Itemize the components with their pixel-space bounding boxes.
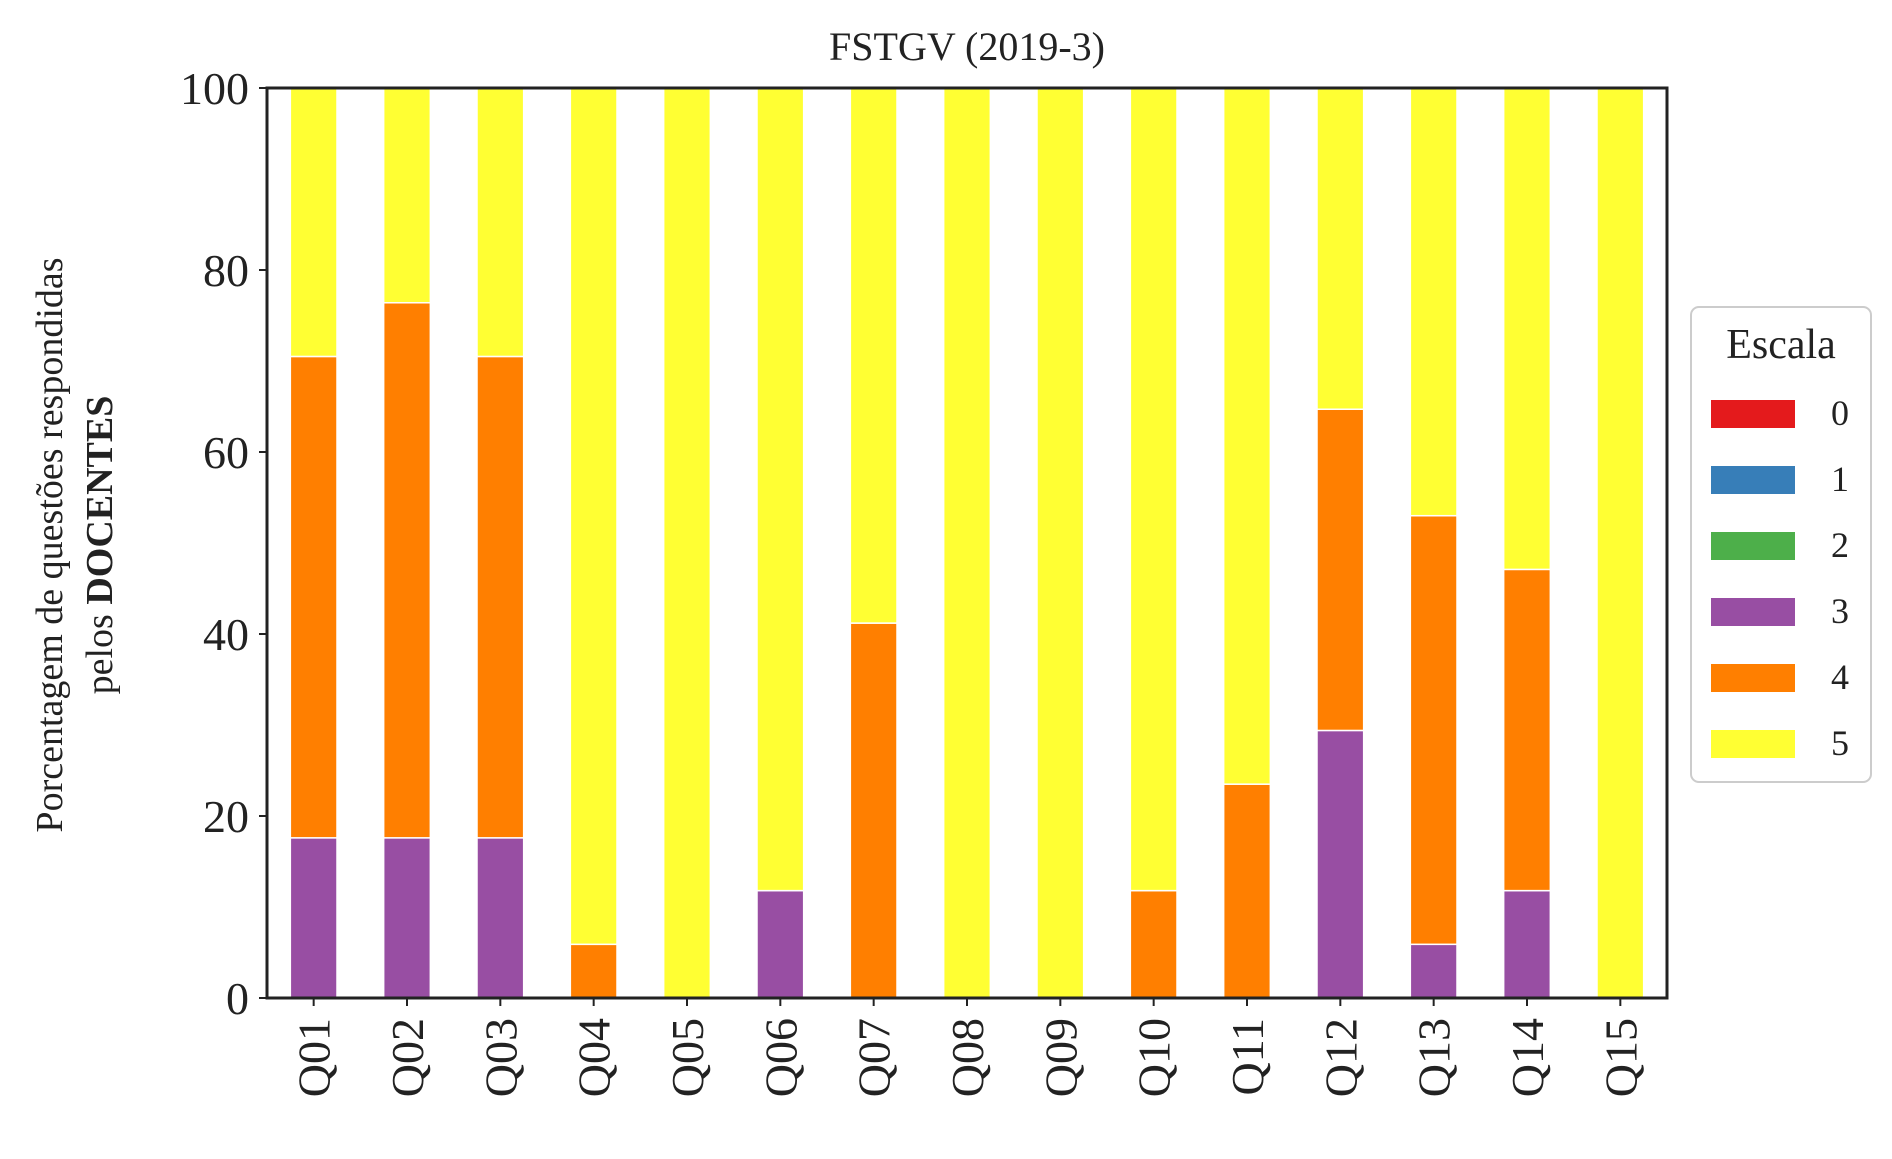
bar-Q10-scale-5 (1129, 87, 1178, 892)
legend-swatch-5 (1711, 730, 1795, 758)
bar-Q02-scale-4 (382, 302, 432, 839)
bars-group (289, 87, 1645, 999)
bar-Q01-scale-4 (289, 355, 338, 839)
x-tick-label-Q12: Q12 (1315, 1018, 1366, 1097)
x-ticks-group: Q01 Q02 Q03 Q04 Q05 Q06 Q07 Q08 Q09 Q10 Q11 Q12 Q13 Q… (289, 998, 1646, 1097)
legend-label-3: 3 (1831, 591, 1849, 631)
bar-Q13-scale-5 (1409, 87, 1458, 517)
bar-Q04-scale-5 (569, 87, 618, 946)
x-tick-label-Q04: Q04 (569, 1018, 620, 1097)
bar-Q06-scale-3 (756, 889, 805, 999)
legend-swatch-4 (1711, 664, 1795, 692)
bar-Q08-scale-5 (942, 87, 992, 999)
bar-Q03-scale-3 (476, 837, 525, 999)
legend-title: Escala (1726, 322, 1836, 368)
x-tick-label-Q02: Q02 (382, 1018, 433, 1097)
legend-items: 0 1 2 3 4 5 (1711, 393, 1849, 763)
y-ticks-group: 0 20 40 60 80 100 (180, 63, 267, 1024)
plot-frame (265, 86, 1669, 1000)
y-tick-label: 0 (226, 973, 249, 1024)
y-tick-label: 20 (203, 791, 249, 842)
x-tick-label-Q15: Q15 (1595, 1018, 1646, 1097)
legend: Escala 0 1 2 3 4 5 (1690, 306, 1872, 783)
bar-Q07-scale-5 (849, 87, 898, 624)
bar-Q02-scale-3 (382, 837, 432, 999)
bar-Q13-scale-4 (1409, 514, 1458, 946)
bar-Q13-scale-3 (1409, 943, 1458, 999)
bar-Q11-scale-4 (1222, 783, 1272, 999)
legend-label-2: 2 (1831, 525, 1849, 565)
bar-Q06-scale-5 (756, 87, 805, 892)
legend-label-5: 5 (1831, 723, 1849, 763)
legend-label-0: 0 (1831, 393, 1849, 433)
chart-title: FSTGV (2019-3) (829, 24, 1105, 69)
x-tick-label-Q13: Q13 (1409, 1018, 1460, 1097)
bar-Q11-scale-5 (1222, 87, 1272, 785)
bar-Q01-scale-5 (289, 87, 338, 358)
bar-Q01-scale-3 (289, 837, 338, 999)
y-tick-label: 100 (180, 63, 249, 114)
bar-Q12-scale-4 (1316, 408, 1365, 732)
y-axis-label-bold: DOCENTES (79, 396, 121, 605)
y-tick-label: 60 (203, 427, 249, 478)
bar-Q14-scale-4 (1502, 568, 1552, 892)
legend-swatch-3 (1711, 598, 1795, 626)
bar-Q02-scale-5 (382, 87, 432, 304)
legend-label-4: 4 (1831, 657, 1849, 697)
bar-Q03-scale-4 (476, 355, 525, 839)
bar-Q14-scale-5 (1502, 87, 1552, 571)
x-tick-label-Q07: Q07 (849, 1018, 900, 1097)
y-axis-label: Porcentagem de questões respondidas pelo… (29, 257, 121, 832)
bar-Q05-scale-5 (662, 87, 712, 999)
bar-Q15-scale-5 (1596, 87, 1645, 999)
bar-Q14-scale-3 (1502, 889, 1552, 999)
y-tick-label: 40 (203, 609, 249, 660)
legend-swatch-0 (1711, 400, 1795, 428)
y-tick-label: 80 (203, 245, 249, 296)
x-tick-label-Q08: Q08 (942, 1018, 993, 1097)
x-tick-label-Q09: Q09 (1035, 1018, 1086, 1097)
legend-swatch-1 (1711, 466, 1795, 494)
legend-label-1: 1 (1831, 459, 1849, 499)
y-axis-label-line1: Porcentagem de questões respondidas (29, 257, 71, 832)
x-tick-label-Q03: Q03 (475, 1018, 526, 1097)
bar-Q12-scale-5 (1316, 87, 1365, 410)
x-tick-label-Q11: Q11 (1222, 1018, 1273, 1096)
y-axis-label-prefix: pelos (79, 605, 121, 695)
bar-Q12-scale-3 (1316, 729, 1365, 999)
bar-Q04-scale-4 (569, 943, 618, 999)
x-tick-label-Q01: Q01 (289, 1018, 340, 1097)
bar-Q09-scale-5 (1036, 87, 1085, 999)
legend-swatch-2 (1711, 532, 1795, 560)
y-axis-label-line2: pelos DOCENTES (79, 396, 121, 695)
x-tick-label-Q06: Q06 (755, 1018, 806, 1097)
bar-Q03-scale-5 (476, 87, 525, 358)
x-tick-label-Q05: Q05 (662, 1018, 713, 1097)
x-tick-label-Q14: Q14 (1502, 1018, 1553, 1097)
bar-Q07-scale-4 (849, 622, 898, 999)
bar-Q10-scale-4 (1129, 889, 1178, 999)
x-tick-label-Q10: Q10 (1129, 1018, 1180, 1097)
